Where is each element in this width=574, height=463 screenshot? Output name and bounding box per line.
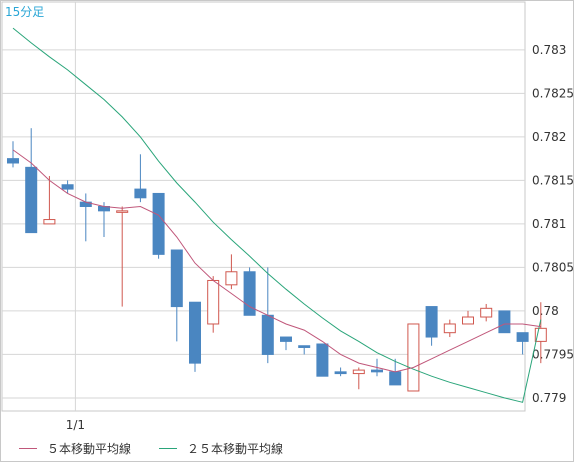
candle-body — [61, 184, 74, 190]
candle-body — [225, 271, 238, 286]
candle-body — [189, 301, 201, 364]
y-tick-label: 0.779 — [532, 391, 566, 405]
candle-body — [407, 323, 420, 392]
ma5-line — [12, 149, 541, 373]
legend-ma5-swatch — [19, 447, 37, 449]
candle-body — [25, 166, 38, 234]
legend-ma5: ５本移動平均線 — [19, 438, 131, 458]
y-tick-label: 0.7805 — [532, 260, 574, 274]
candle-body — [7, 158, 19, 164]
candle-body — [261, 314, 274, 355]
y-tick-label: 0.7825 — [532, 86, 574, 100]
candle-body — [534, 327, 547, 342]
candle-body — [425, 306, 438, 338]
candle-body — [280, 336, 292, 342]
legend-ma5-label: ５本移動平均線 — [47, 441, 132, 456]
y-tick-label: 0.78 — [532, 304, 559, 318]
legend-ma25-label: ２５本移動平均線 — [187, 441, 284, 456]
period-label: 15分足 — [5, 5, 45, 19]
candle-body — [389, 371, 402, 386]
candle-body — [516, 332, 529, 342]
candle-body — [116, 210, 129, 213]
y-tick-label: 0.7815 — [532, 173, 574, 187]
y-tick-label: 0.781 — [532, 217, 566, 231]
candle-body — [170, 249, 183, 308]
candle-body — [134, 188, 147, 199]
plot-area — [1, 1, 526, 412]
candle-body — [334, 371, 347, 375]
x-tick-label: 1/1 — [66, 418, 85, 432]
candle-body — [298, 345, 311, 348]
candle-body — [352, 369, 365, 375]
candle-body — [480, 307, 493, 318]
candle-body — [498, 310, 511, 334]
candle-body — [371, 369, 383, 373]
y-tick-label: 0.7795 — [532, 347, 574, 361]
candle-body — [207, 279, 220, 325]
candle-body — [462, 316, 474, 325]
y-tick-label: 0.782 — [532, 130, 566, 144]
candle-body — [152, 192, 165, 255]
legend-ma25: ２５本移動平均線 — [159, 438, 283, 458]
candle-body — [243, 271, 256, 316]
candle-body — [316, 343, 329, 377]
candle-body — [443, 323, 456, 334]
y-tick-label: 0.783 — [532, 43, 566, 57]
legend-ma25-swatch — [159, 447, 177, 449]
ma25-line — [12, 27, 542, 403]
candle-body — [43, 219, 56, 225]
